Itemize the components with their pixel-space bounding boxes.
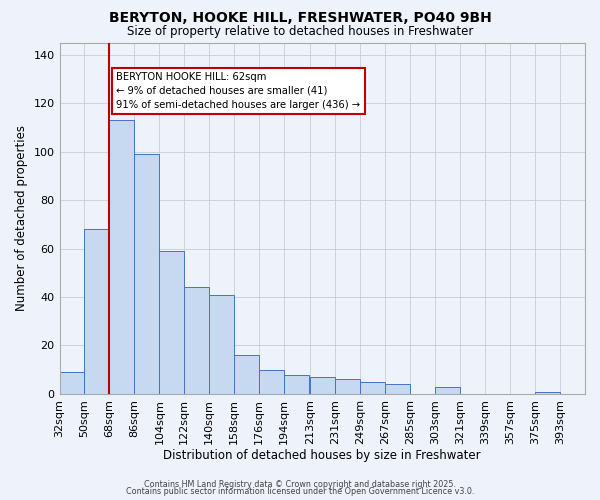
Bar bbox=[109, 120, 134, 394]
Bar bbox=[361, 382, 385, 394]
Text: BERYTON, HOOKE HILL, FRESHWATER, PO40 9BH: BERYTON, HOOKE HILL, FRESHWATER, PO40 9B… bbox=[109, 12, 491, 26]
Bar bbox=[335, 380, 361, 394]
Bar bbox=[160, 251, 184, 394]
X-axis label: Distribution of detached houses by size in Freshwater: Distribution of detached houses by size … bbox=[163, 450, 481, 462]
Bar bbox=[184, 288, 209, 394]
Bar bbox=[385, 384, 410, 394]
Text: BERYTON HOOKE HILL: 62sqm
← 9% of detached houses are smaller (41)
91% of semi-d: BERYTON HOOKE HILL: 62sqm ← 9% of detach… bbox=[116, 72, 361, 110]
Bar bbox=[435, 386, 460, 394]
Bar bbox=[284, 374, 309, 394]
Bar bbox=[59, 372, 85, 394]
Text: Size of property relative to detached houses in Freshwater: Size of property relative to detached ho… bbox=[127, 25, 473, 38]
Bar bbox=[535, 392, 560, 394]
Bar bbox=[310, 377, 335, 394]
Text: Contains HM Land Registry data © Crown copyright and database right 2025.: Contains HM Land Registry data © Crown c… bbox=[144, 480, 456, 489]
Bar bbox=[234, 355, 259, 394]
Text: Contains public sector information licensed under the Open Government Licence v3: Contains public sector information licen… bbox=[126, 488, 474, 496]
Bar bbox=[85, 229, 109, 394]
Bar bbox=[259, 370, 284, 394]
Y-axis label: Number of detached properties: Number of detached properties bbox=[15, 125, 28, 311]
Bar bbox=[209, 294, 234, 394]
Bar bbox=[134, 154, 160, 394]
